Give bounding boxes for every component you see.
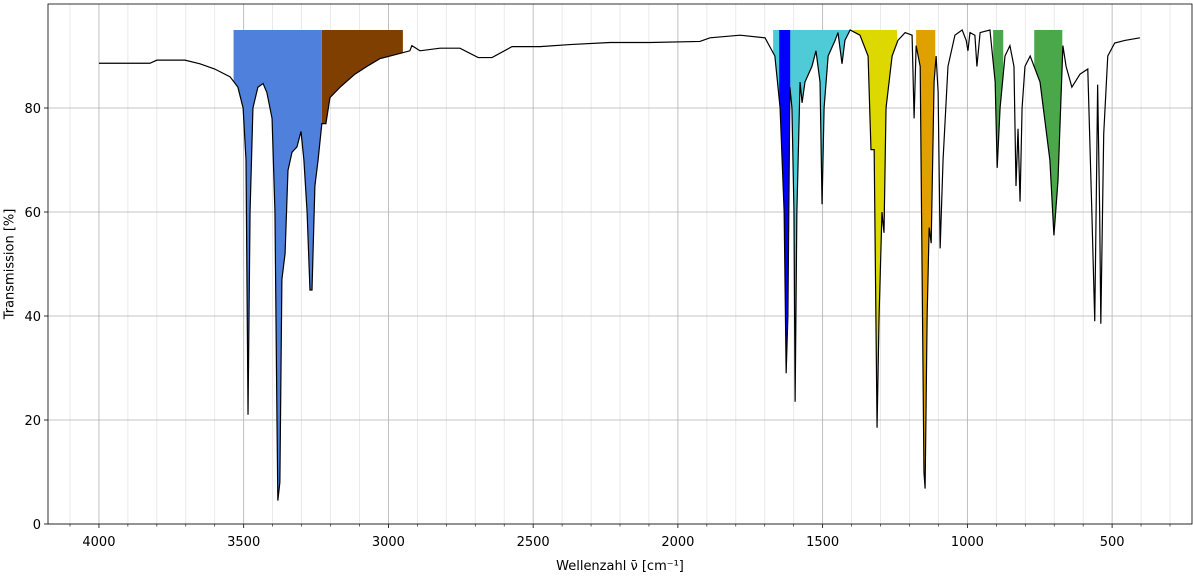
x-tick-label: 2500 — [517, 535, 550, 550]
x-tick-label: 3500 — [227, 535, 260, 550]
x-tick-label: 500 — [1100, 535, 1125, 550]
x-tick-label: 1500 — [806, 535, 839, 550]
y-tick-label: 0 — [33, 518, 41, 533]
absorption-band — [779, 30, 791, 374]
absorption-band — [916, 30, 936, 489]
plot-frame — [47, 3, 1193, 525]
absorption-band — [993, 30, 1004, 168]
x-tick-label: 1000 — [951, 535, 984, 550]
absorption-band — [1034, 30, 1063, 236]
y-tick-label: 20 — [24, 414, 41, 429]
x-tick-label: 2000 — [661, 535, 694, 550]
y-tick-label: 60 — [24, 206, 41, 221]
absorption-band — [233, 30, 322, 501]
y-tick-label: 40 — [24, 310, 41, 325]
spectrum-line — [98, 29, 1140, 501]
y-tick-label: 80 — [24, 102, 41, 117]
x-tick-label: 4000 — [82, 535, 115, 550]
x-tick-label: 3000 — [372, 535, 405, 550]
x-axis-label: Wellenzahl ν̄ [cm⁻¹] — [556, 559, 684, 574]
y-axis-label: Transmission [%] — [3, 209, 18, 321]
absorption-band — [321, 30, 403, 124]
